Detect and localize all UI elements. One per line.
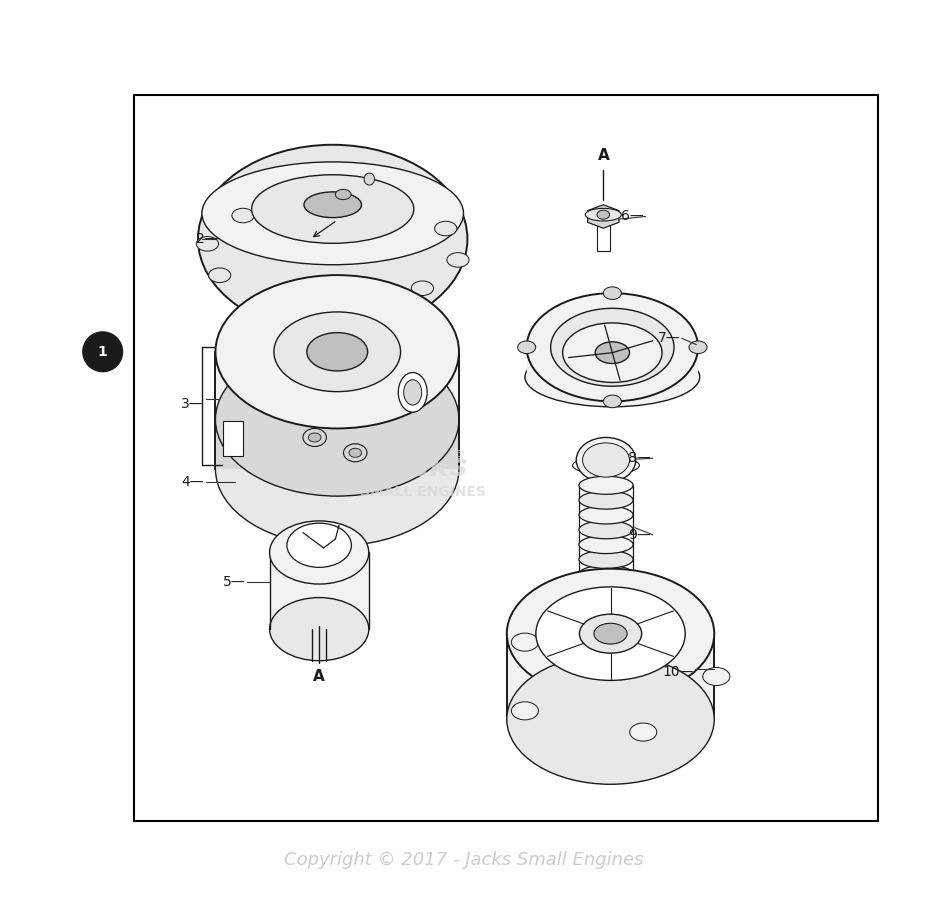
- Text: Jacks: Jacks: [378, 453, 467, 482]
- Ellipse shape: [579, 491, 633, 509]
- Text: 8—: 8—: [629, 451, 651, 465]
- Ellipse shape: [304, 192, 362, 217]
- Ellipse shape: [264, 290, 286, 305]
- Ellipse shape: [603, 287, 621, 299]
- Text: SMALL ENGINES: SMALL ENGINES: [360, 484, 486, 499]
- Ellipse shape: [579, 566, 633, 584]
- Polygon shape: [507, 633, 715, 720]
- Ellipse shape: [551, 308, 674, 386]
- Ellipse shape: [403, 380, 422, 405]
- Ellipse shape: [507, 569, 715, 698]
- Text: 4—: 4—: [181, 474, 204, 489]
- Ellipse shape: [579, 550, 633, 568]
- Ellipse shape: [302, 194, 324, 208]
- Ellipse shape: [209, 268, 231, 282]
- Text: 3—: 3—: [181, 397, 204, 411]
- Polygon shape: [527, 347, 698, 374]
- Ellipse shape: [629, 723, 656, 741]
- Ellipse shape: [344, 444, 367, 462]
- Ellipse shape: [447, 253, 469, 267]
- Bar: [533, 650, 560, 713]
- Ellipse shape: [579, 536, 633, 554]
- Ellipse shape: [585, 208, 621, 221]
- Ellipse shape: [517, 341, 536, 354]
- Bar: [222, 421, 243, 456]
- Ellipse shape: [689, 341, 707, 354]
- Ellipse shape: [399, 373, 427, 412]
- Bar: [597, 226, 610, 251]
- Ellipse shape: [215, 392, 459, 546]
- Ellipse shape: [270, 597, 369, 660]
- Text: 7—: 7—: [657, 331, 680, 345]
- Bar: [661, 650, 688, 713]
- Ellipse shape: [579, 580, 633, 598]
- Ellipse shape: [563, 323, 662, 382]
- Bar: [134, 95, 879, 821]
- Ellipse shape: [251, 175, 413, 244]
- Ellipse shape: [603, 395, 621, 408]
- Bar: [533, 650, 560, 713]
- Text: Copyright © 2017 - Jacks Small Engines: Copyright © 2017 - Jacks Small Engines: [284, 851, 643, 869]
- Ellipse shape: [215, 275, 459, 428]
- Ellipse shape: [197, 236, 219, 251]
- Ellipse shape: [287, 523, 351, 567]
- Ellipse shape: [198, 144, 467, 333]
- Polygon shape: [588, 205, 619, 228]
- Ellipse shape: [579, 520, 633, 538]
- Ellipse shape: [412, 281, 434, 296]
- Ellipse shape: [349, 448, 362, 457]
- Ellipse shape: [435, 221, 457, 235]
- Ellipse shape: [525, 347, 700, 407]
- Ellipse shape: [303, 428, 326, 446]
- Text: A: A: [597, 148, 609, 162]
- Ellipse shape: [232, 208, 254, 223]
- Ellipse shape: [536, 587, 685, 680]
- Ellipse shape: [577, 437, 636, 483]
- Text: 5—: 5—: [222, 575, 246, 589]
- Polygon shape: [270, 552, 369, 630]
- Ellipse shape: [336, 189, 351, 199]
- Ellipse shape: [579, 614, 641, 653]
- Circle shape: [83, 332, 122, 372]
- Ellipse shape: [273, 312, 400, 391]
- Bar: [661, 650, 688, 713]
- Ellipse shape: [595, 342, 629, 364]
- Ellipse shape: [379, 198, 401, 214]
- Text: A: A: [313, 668, 325, 684]
- Text: 10—: 10—: [662, 665, 693, 679]
- Ellipse shape: [579, 506, 633, 524]
- Bar: [215, 419, 459, 469]
- Ellipse shape: [215, 343, 459, 496]
- Ellipse shape: [579, 476, 633, 494]
- Ellipse shape: [202, 162, 464, 265]
- Ellipse shape: [341, 295, 363, 310]
- Ellipse shape: [507, 655, 715, 784]
- Ellipse shape: [629, 612, 656, 630]
- Ellipse shape: [309, 433, 321, 442]
- Text: 9—: 9—: [629, 528, 651, 542]
- Ellipse shape: [364, 173, 375, 185]
- Ellipse shape: [307, 333, 368, 371]
- Text: ©: ©: [452, 449, 465, 462]
- Ellipse shape: [527, 293, 698, 401]
- Text: 2—: 2—: [196, 232, 218, 246]
- Ellipse shape: [270, 521, 369, 584]
- Text: 6—: 6—: [621, 209, 644, 224]
- Ellipse shape: [594, 623, 628, 644]
- Ellipse shape: [512, 702, 539, 720]
- Ellipse shape: [512, 633, 539, 651]
- Ellipse shape: [597, 210, 610, 219]
- Polygon shape: [215, 352, 459, 469]
- Ellipse shape: [703, 667, 730, 686]
- Ellipse shape: [582, 443, 629, 477]
- Text: 1: 1: [98, 345, 108, 359]
